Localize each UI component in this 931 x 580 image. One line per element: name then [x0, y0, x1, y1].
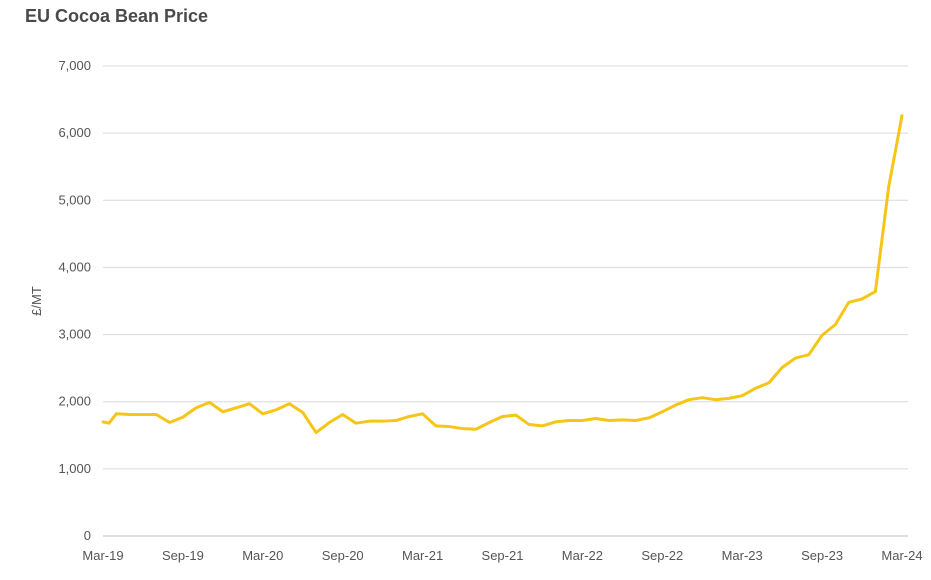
- chart-title: EU Cocoa Bean Price: [25, 6, 209, 26]
- y-tick-labels: 0 1,000 2,000 3,000 4,000 5,000 6,000 7,000: [58, 58, 91, 543]
- x-tick-label: Mar-24: [881, 548, 922, 563]
- y-tick-label: 5,000: [58, 192, 91, 207]
- x-tick-label: Mar-21: [402, 548, 443, 563]
- y-tick-label: 3,000: [58, 327, 91, 342]
- y-tick-label: 1,000: [58, 461, 91, 476]
- x-tick-label: Sep-20: [322, 548, 364, 563]
- x-tick-label: Mar-23: [722, 548, 763, 563]
- x-tick-label: Mar-22: [562, 548, 603, 563]
- y-tick-label: 2,000: [58, 394, 91, 409]
- x-tick-label: Sep-21: [482, 548, 524, 563]
- y-tick-label: 6,000: [58, 125, 91, 140]
- x-tick-label: Mar-19: [82, 548, 123, 563]
- x-tick-label: Sep-22: [641, 548, 683, 563]
- series-line: [101, 114, 904, 435]
- y-axis-label: £/MT: [29, 286, 44, 316]
- y-tick-label: 0: [84, 528, 91, 543]
- gridlines: [103, 65, 908, 537]
- y-tick-label: 7,000: [58, 58, 91, 73]
- x-tick-label: Sep-19: [162, 548, 204, 563]
- x-tick-label: Mar-20: [242, 548, 283, 563]
- x-tick-label: Sep-23: [801, 548, 843, 563]
- x-tick-labels: Mar-19 Sep-19 Mar-20 Sep-20 Mar-21 Sep-21 Mar-…: [82, 548, 922, 563]
- y-tick-label: 4,000: [58, 259, 91, 274]
